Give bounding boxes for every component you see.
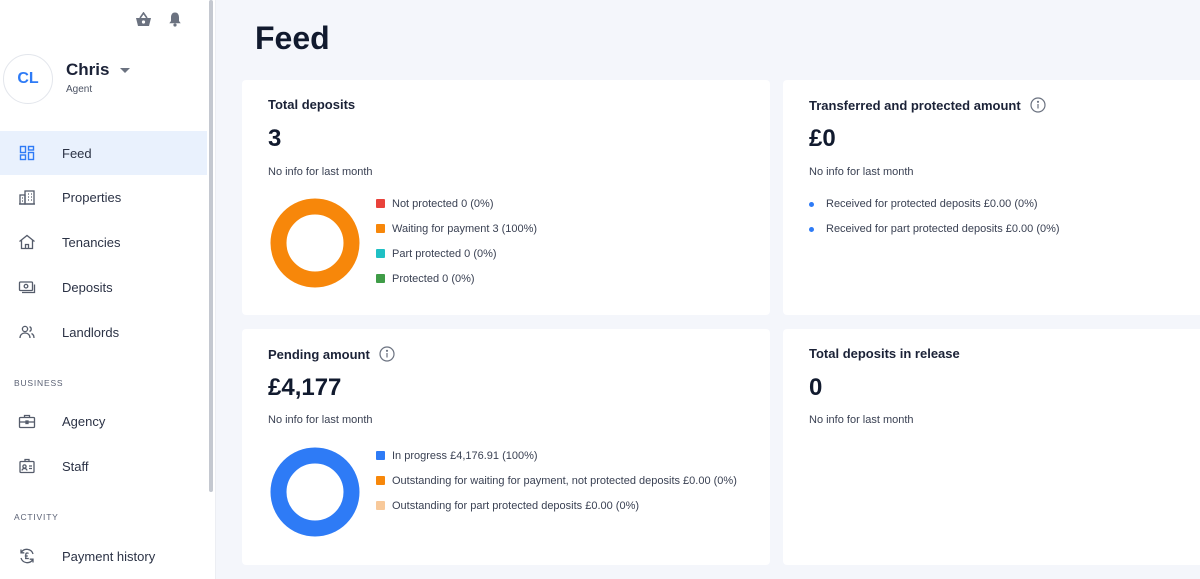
list-item-text: Received for part protected deposits £0.… bbox=[826, 223, 1060, 235]
sidebar-item-label: Landlords bbox=[62, 324, 120, 340]
card-title: Transferred and protected amount bbox=[809, 97, 1046, 113]
card-value: 3 bbox=[268, 125, 282, 152]
bullet-dot bbox=[809, 201, 814, 207]
legend-item: In progress £4,176.91 (100%) bbox=[376, 448, 746, 464]
legend-swatch bbox=[376, 249, 385, 258]
house-icon bbox=[18, 233, 36, 251]
buildings-icon bbox=[18, 188, 36, 206]
donut-segment bbox=[270, 447, 360, 537]
pending-donut-chart bbox=[270, 447, 360, 537]
info-icon[interactable] bbox=[379, 346, 395, 362]
card-deposits-in-release: Total deposits in release 0 No info for … bbox=[783, 329, 1200, 565]
sidebar-item-label: Staff bbox=[62, 458, 89, 474]
list-item: Received for part protected deposits £0.… bbox=[809, 221, 1060, 237]
people-icon bbox=[18, 323, 36, 341]
card-subtext: No info for last month bbox=[809, 166, 914, 178]
page-title: Feed bbox=[255, 20, 330, 56]
user-role: Agent bbox=[66, 84, 93, 95]
user-info: Chris Agent bbox=[66, 60, 131, 95]
card-subtext: No info for last month bbox=[268, 166, 373, 178]
cash-icon bbox=[18, 278, 36, 296]
legend-item: Outstanding for part protected deposits … bbox=[376, 498, 746, 514]
chevron-down-icon[interactable] bbox=[120, 67, 131, 73]
card-title-text: Transferred and protected amount bbox=[809, 97, 1021, 113]
legend-item: Part protected 0 (0%) bbox=[376, 246, 756, 262]
legend-swatch bbox=[376, 224, 385, 233]
sidebar-item-label: Properties bbox=[62, 189, 122, 205]
card-title-text: Total deposits bbox=[268, 97, 356, 112]
sidebar-item-label: Deposits bbox=[62, 279, 113, 295]
bell-icon[interactable] bbox=[166, 10, 184, 28]
sidebar-item-feed[interactable]: Feed bbox=[0, 131, 207, 175]
legend-item: Waiting for payment 3 (100%) bbox=[376, 221, 756, 237]
section-label-business: BUSINESS bbox=[14, 378, 64, 388]
card-value: £4,177 bbox=[268, 374, 342, 401]
avatar: CL bbox=[3, 54, 53, 104]
legend-label: Not protected 0 (0%) bbox=[392, 198, 494, 210]
sidebar-item-label: Agency bbox=[62, 413, 106, 429]
card-title-text: Pending amount bbox=[268, 346, 370, 362]
legend-label: Part protected 0 (0%) bbox=[392, 248, 497, 260]
card-value: 0 bbox=[809, 374, 823, 401]
sidebar-item-properties[interactable]: Properties bbox=[0, 175, 207, 219]
sidebar-item-staff[interactable]: Staff bbox=[0, 444, 207, 488]
card-transferred-protected: Transferred and protected amount £0 No i… bbox=[783, 80, 1200, 315]
briefcase-icon bbox=[18, 412, 36, 430]
sidebar-item-label: Payment history bbox=[62, 548, 156, 564]
legend-swatch bbox=[376, 274, 385, 283]
legend-label: Outstanding for part protected deposits … bbox=[392, 500, 640, 512]
deposits-donut-chart bbox=[270, 198, 360, 288]
list-item-text: Received for protected deposits £0.00 (0… bbox=[826, 198, 1038, 210]
legend-label: Waiting for payment 3 (100%) bbox=[392, 223, 538, 235]
sidebar-item-agency[interactable]: Agency bbox=[0, 399, 207, 443]
legend-item: Outstanding for waiting for payment, not… bbox=[376, 473, 746, 489]
legend-swatch bbox=[376, 501, 385, 510]
user-menu[interactable]: CL Chris Agent bbox=[3, 54, 131, 104]
top-icons bbox=[134, 10, 184, 28]
sidebar-item-tenancies[interactable]: Tenancies bbox=[0, 220, 207, 264]
legend-label: Outstanding for waiting for payment, not… bbox=[392, 475, 737, 487]
card-pending-amount: Pending amount £4,177 No info for last m… bbox=[242, 329, 770, 565]
legend-swatch bbox=[376, 199, 385, 208]
user-name: Chris bbox=[66, 60, 110, 79]
sidebar: CL Chris Agent Feed Properties Tenancies bbox=[0, 0, 216, 579]
info-icon[interactable] bbox=[1030, 97, 1046, 113]
user-name-row: Chris bbox=[66, 60, 131, 80]
deposits-legend: Not protected 0 (0%) Waiting for payment… bbox=[376, 196, 756, 287]
transferred-list: Received for protected deposits £0.00 (0… bbox=[809, 196, 1060, 246]
card-total-deposits: Total deposits 3 No info for last month … bbox=[242, 80, 770, 315]
pending-legend: In progress £4,176.91 (100%) Outstanding… bbox=[376, 448, 746, 514]
legend-swatch bbox=[376, 476, 385, 485]
legend-label: In progress £4,176.91 (100%) bbox=[392, 450, 538, 462]
card-subtext: No info for last month bbox=[809, 414, 914, 426]
legend-item: Protected 0 (0%) bbox=[376, 271, 756, 287]
card-value: £0 bbox=[809, 125, 836, 152]
dashboard-icon bbox=[18, 144, 36, 162]
legend-label: Protected 0 (0%) bbox=[392, 273, 475, 285]
pound-refresh-icon bbox=[18, 547, 36, 565]
card-title: Total deposits in release bbox=[809, 346, 960, 361]
sidebar-item-deposits[interactable]: Deposits bbox=[0, 265, 207, 309]
legend-item: Not protected 0 (0%) bbox=[376, 196, 756, 212]
donut-segment bbox=[270, 198, 360, 288]
sidebar-item-label: Tenancies bbox=[62, 234, 121, 250]
legend-swatch bbox=[376, 451, 385, 460]
card-title-text: Total deposits in release bbox=[809, 346, 960, 361]
sidebar-item-landlords[interactable]: Landlords bbox=[0, 310, 207, 354]
id-badge-icon bbox=[18, 457, 36, 475]
list-item: Received for protected deposits £0.00 (0… bbox=[809, 196, 1060, 212]
section-label-activity: ACTIVITY bbox=[14, 512, 59, 522]
basket-icon[interactable] bbox=[134, 10, 152, 28]
bullet-dot bbox=[809, 226, 814, 232]
sidebar-item-label: Feed bbox=[62, 145, 92, 161]
sidebar-scrollbar[interactable] bbox=[209, 0, 213, 492]
card-subtext: No info for last month bbox=[268, 414, 373, 426]
card-title: Total deposits bbox=[268, 97, 355, 112]
sidebar-item-payment-history[interactable]: Payment history bbox=[0, 534, 207, 578]
card-title: Pending amount bbox=[268, 346, 395, 362]
